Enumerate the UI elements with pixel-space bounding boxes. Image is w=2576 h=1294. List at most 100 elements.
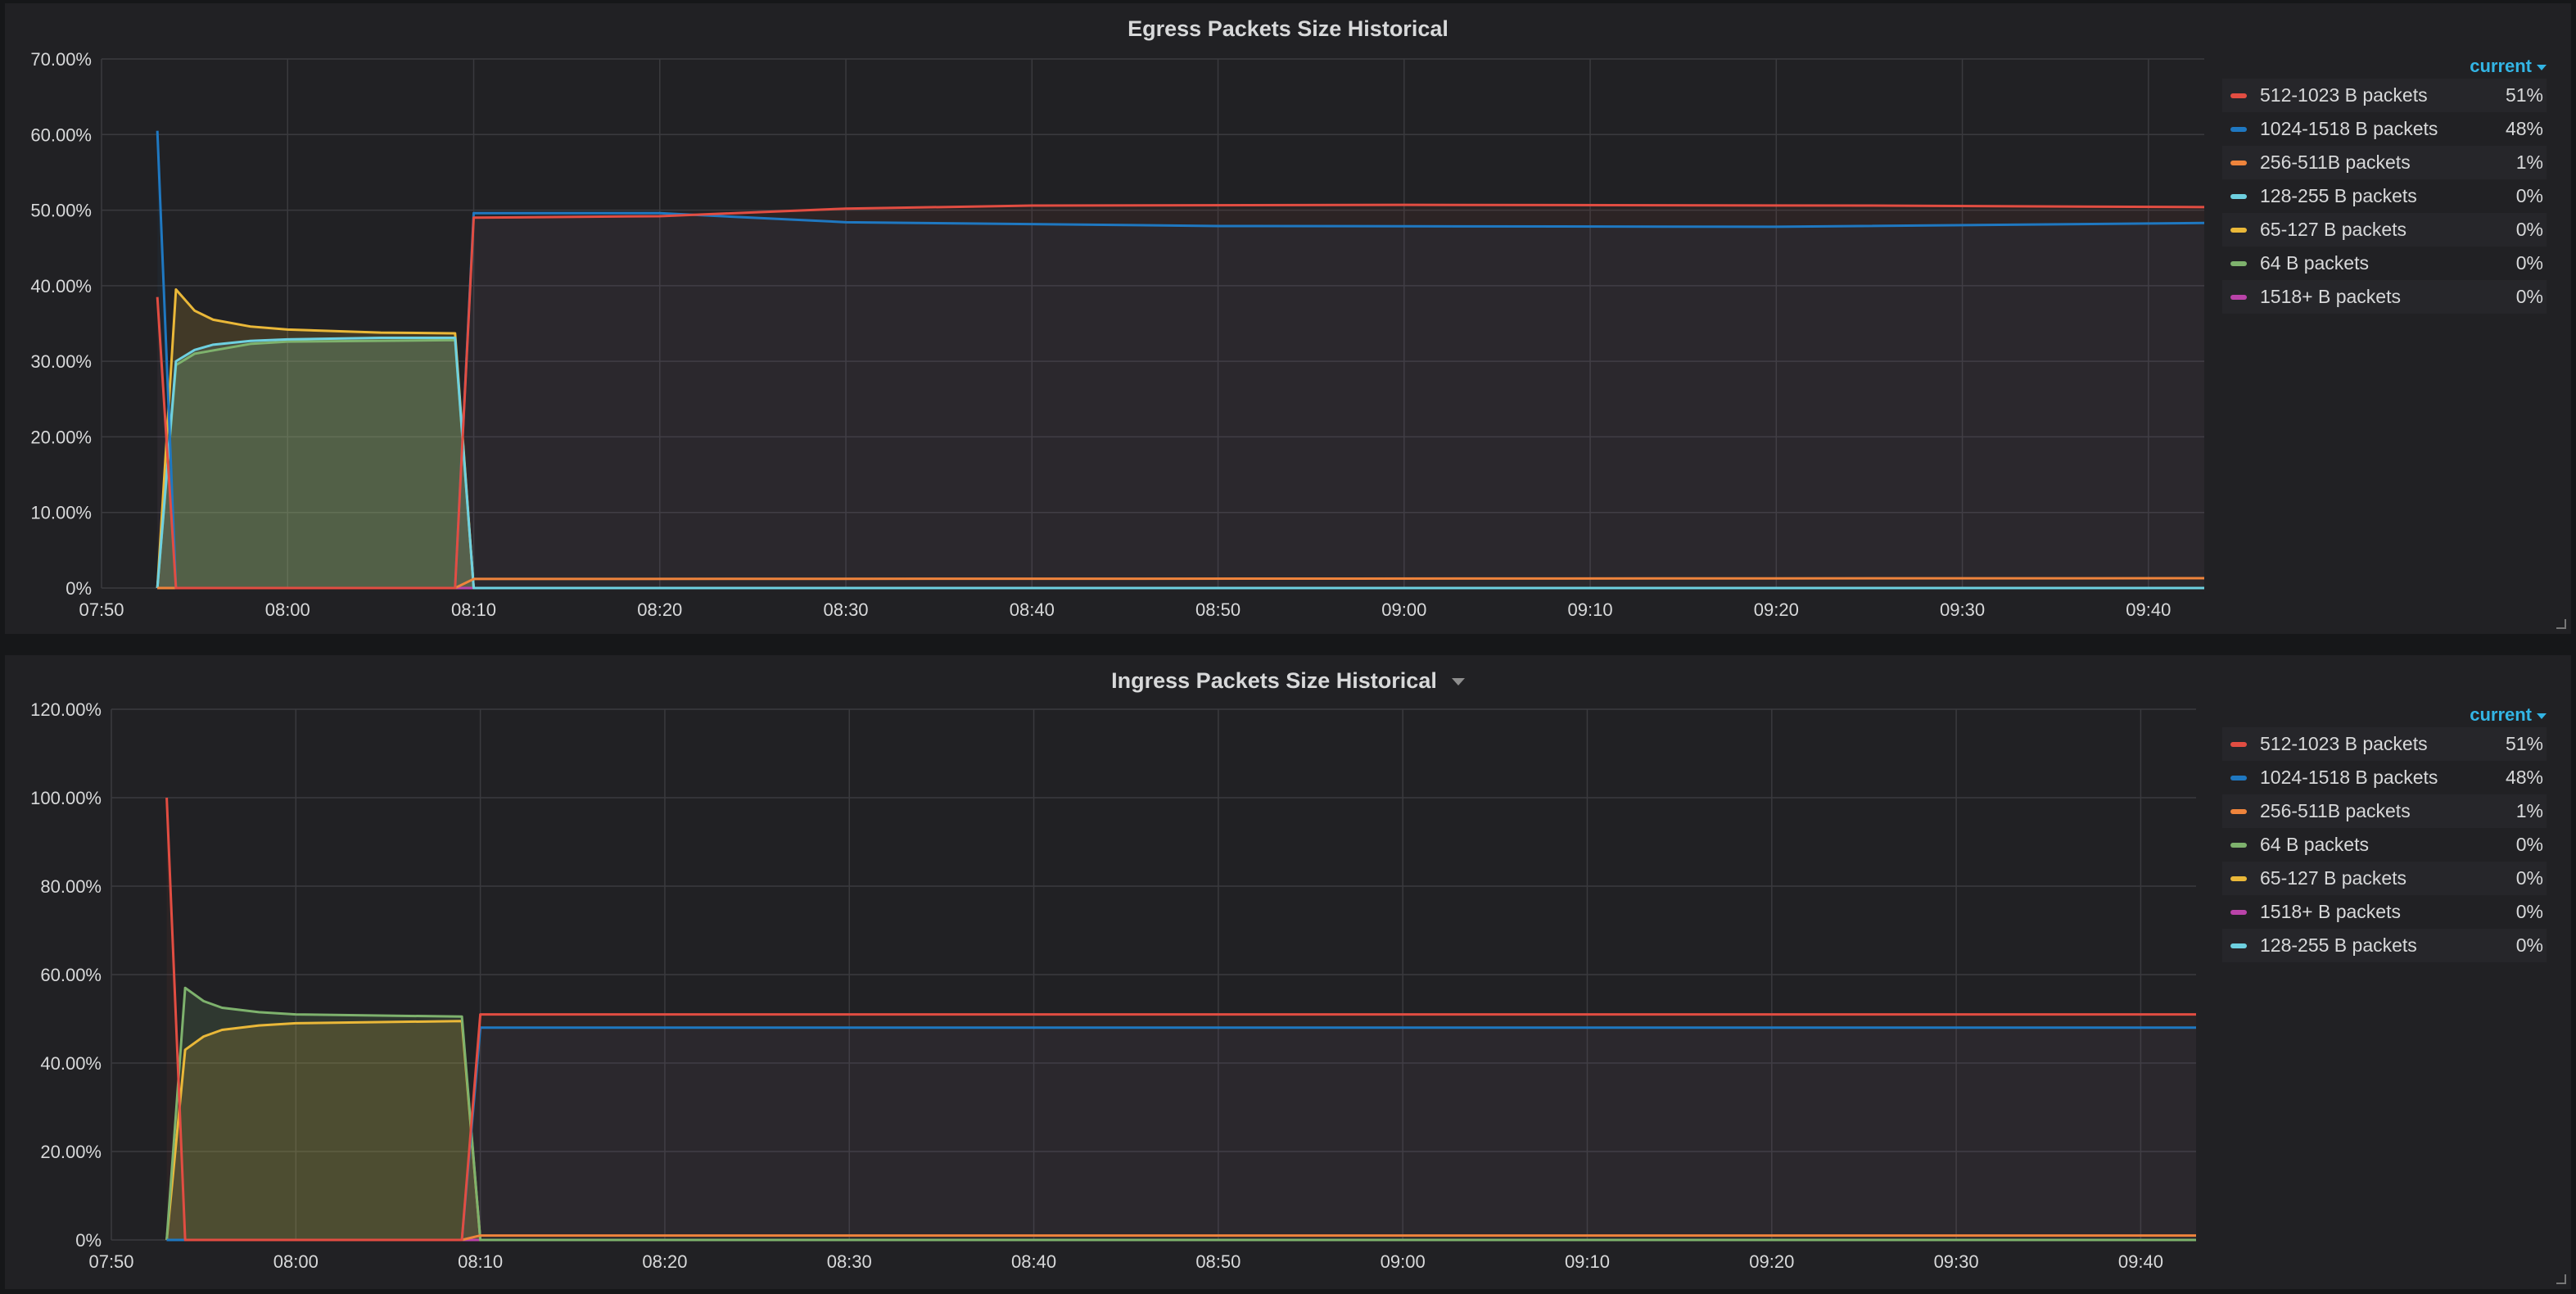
legend-swatch-icon[interactable] [2230,843,2247,848]
chevron-down-icon[interactable] [2537,713,2547,719]
ingress-chart[interactable]: 0% 20.00% 40.00% 60.00% 80.00% 100.00% 120.00%… [5,655,2216,1289]
x-tick-label: 08:30 [827,1251,872,1272]
legend-item-label[interactable]: 64 B packets [2260,834,2486,856]
legend-item-label[interactable]: 1518+ B packets [2260,286,2486,308]
legend-item-value: 0% [2486,867,2547,889]
legend-sort-header[interactable]: current [2222,703,2547,727]
legend-item[interactable]: 128-255 B packets 0% [2222,929,2547,962]
ingress-panel: Ingress Packets Size Historical 0% 20.00%… [5,655,2571,1289]
y-tick-label: 40.00% [30,276,92,296]
legend-swatch-icon[interactable] [2230,127,2247,132]
legend-swatch-icon[interactable] [2230,809,2247,814]
x-tick-label: 08:30 [823,599,868,620]
legend-swatch-icon[interactable] [2230,876,2247,881]
legend-item-label[interactable]: 128-255 B packets [2260,185,2486,207]
x-tick-label: 09:00 [1381,1251,1426,1272]
x-tick-label: 09:10 [1565,1251,1610,1272]
x-tick-label: 08:20 [642,1251,687,1272]
legend-item[interactable]: 256-511B packets 1% [2222,146,2547,179]
legend-item-value: 48% [2486,767,2547,789]
legend-item-label[interactable]: 256-511B packets [2260,152,2486,174]
legend-swatch-icon[interactable] [2230,93,2247,98]
legend-item-label[interactable]: 64 B packets [2260,252,2486,274]
egress-chart[interactable]: 0% 10.00% 20.00% 30.00% 40.00% 50.00% 60.00% 70… [5,3,2216,634]
legend-item[interactable]: 64 B packets 0% [2222,828,2547,862]
legend-item-label[interactable]: 1518+ B packets [2260,901,2486,923]
legend-sort-header[interactable]: current [2222,54,2547,79]
legend-item-label[interactable]: 128-255 B packets [2260,934,2486,957]
legend-item-label[interactable]: 256-511B packets [2260,800,2486,822]
legend-item-value: 1% [2486,800,2547,822]
legend-item[interactable]: 64 B packets 0% [2222,247,2547,280]
x-tick-label: 08:00 [265,599,310,620]
legend-item[interactable]: 1518+ B packets 0% [2222,280,2547,314]
x-tick-label: 09:30 [1940,599,1985,620]
x-tick-label: 09:20 [1749,1251,1794,1272]
legend-item-value: 1% [2486,152,2547,174]
legend-item-label[interactable]: 65-127 B packets [2260,867,2486,889]
legend-item-label[interactable]: 512-1023 B packets [2260,84,2486,106]
legend-item-value: 0% [2486,185,2547,207]
legend-swatch-icon[interactable] [2230,742,2247,747]
x-tick-label: 09:40 [2126,599,2171,620]
legend-item[interactable]: 65-127 B packets 0% [2222,862,2547,895]
egress-legend: current 512-1023 B packets 51% 1024-1518 B… [2222,54,2547,314]
legend-item-label[interactable]: 65-127 B packets [2260,219,2486,241]
legend-item-label[interactable]: 1024-1518 B packets [2260,118,2486,140]
legend-swatch-icon[interactable] [2230,194,2247,199]
legend-item[interactable]: 512-1023 B packets 51% [2222,79,2547,112]
y-tick-label: 60.00% [30,124,92,145]
legend-item-value: 0% [2486,834,2547,856]
x-tick-label: 09:40 [2118,1251,2163,1272]
legend-item[interactable]: 65-127 B packets 0% [2222,213,2547,247]
legend-item[interactable]: 1024-1518 B packets 48% [2222,761,2547,794]
x-tick-label: 08:00 [273,1251,319,1272]
y-tick-label: 100.00% [30,788,102,808]
legend-swatch-icon[interactable] [2230,943,2247,948]
legend-item[interactable]: 1518+ B packets 0% [2222,895,2547,929]
x-tick-label: 07:50 [88,1251,133,1272]
legend-item-value: 0% [2486,219,2547,241]
y-tick-label: 50.00% [30,201,92,221]
legend-swatch-icon[interactable] [2230,161,2247,165]
legend-item[interactable]: 128-255 B packets 0% [2222,179,2547,213]
y-tick-label: 20.00% [40,1142,102,1162]
y-tick-label: 80.00% [40,876,102,897]
legend-item-label[interactable]: 512-1023 B packets [2260,733,2486,755]
legend-item[interactable]: 1024-1518 B packets 48% [2222,112,2547,146]
y-tick-label: 0% [75,1230,102,1251]
legend-swatch-icon[interactable] [2230,295,2247,300]
legend-item-value: 51% [2486,84,2547,106]
series-area [157,131,2204,588]
legend-item[interactable]: 256-511B packets 1% [2222,794,2547,828]
legend-header-label[interactable]: current [2470,704,2532,725]
legend-item[interactable]: 512-1023 B packets 51% [2222,727,2547,761]
legend-swatch-icon[interactable] [2230,228,2247,233]
legend-swatch-icon[interactable] [2230,261,2247,266]
legend-item-value: 51% [2486,733,2547,755]
y-tick-label: 0% [66,578,92,599]
legend-header-label[interactable]: current [2470,56,2532,76]
egress-panel: Egress Packets Size Historical 0% 10.00% 2… [5,3,2571,634]
legend-swatch-icon[interactable] [2230,910,2247,915]
panel-resize-handle[interactable] [2556,1274,2566,1284]
panel-resize-handle[interactable] [2556,619,2566,629]
y-tick-label: 70.00% [30,49,92,70]
x-tick-label: 08:10 [451,599,496,620]
y-tick-label: 10.00% [30,503,92,523]
x-tick-label: 08:40 [1010,599,1055,620]
legend-swatch-icon[interactable] [2230,776,2247,780]
y-tick-label: 30.00% [30,351,92,372]
x-tick-label: 09:10 [1568,599,1613,620]
legend-item-value: 48% [2486,118,2547,140]
x-tick-label: 08:40 [1011,1251,1056,1272]
chevron-down-icon[interactable] [2537,65,2547,70]
legend-item-label[interactable]: 1024-1518 B packets [2260,767,2486,789]
legend-item-value: 0% [2486,252,2547,274]
y-tick-label: 60.00% [40,965,102,985]
x-tick-label: 09:00 [1381,599,1426,620]
x-tick-label: 08:50 [1195,1251,1241,1272]
legend-item-value: 0% [2486,934,2547,957]
y-tick-label: 120.00% [30,699,102,720]
x-tick-label: 09:30 [1934,1251,1979,1272]
